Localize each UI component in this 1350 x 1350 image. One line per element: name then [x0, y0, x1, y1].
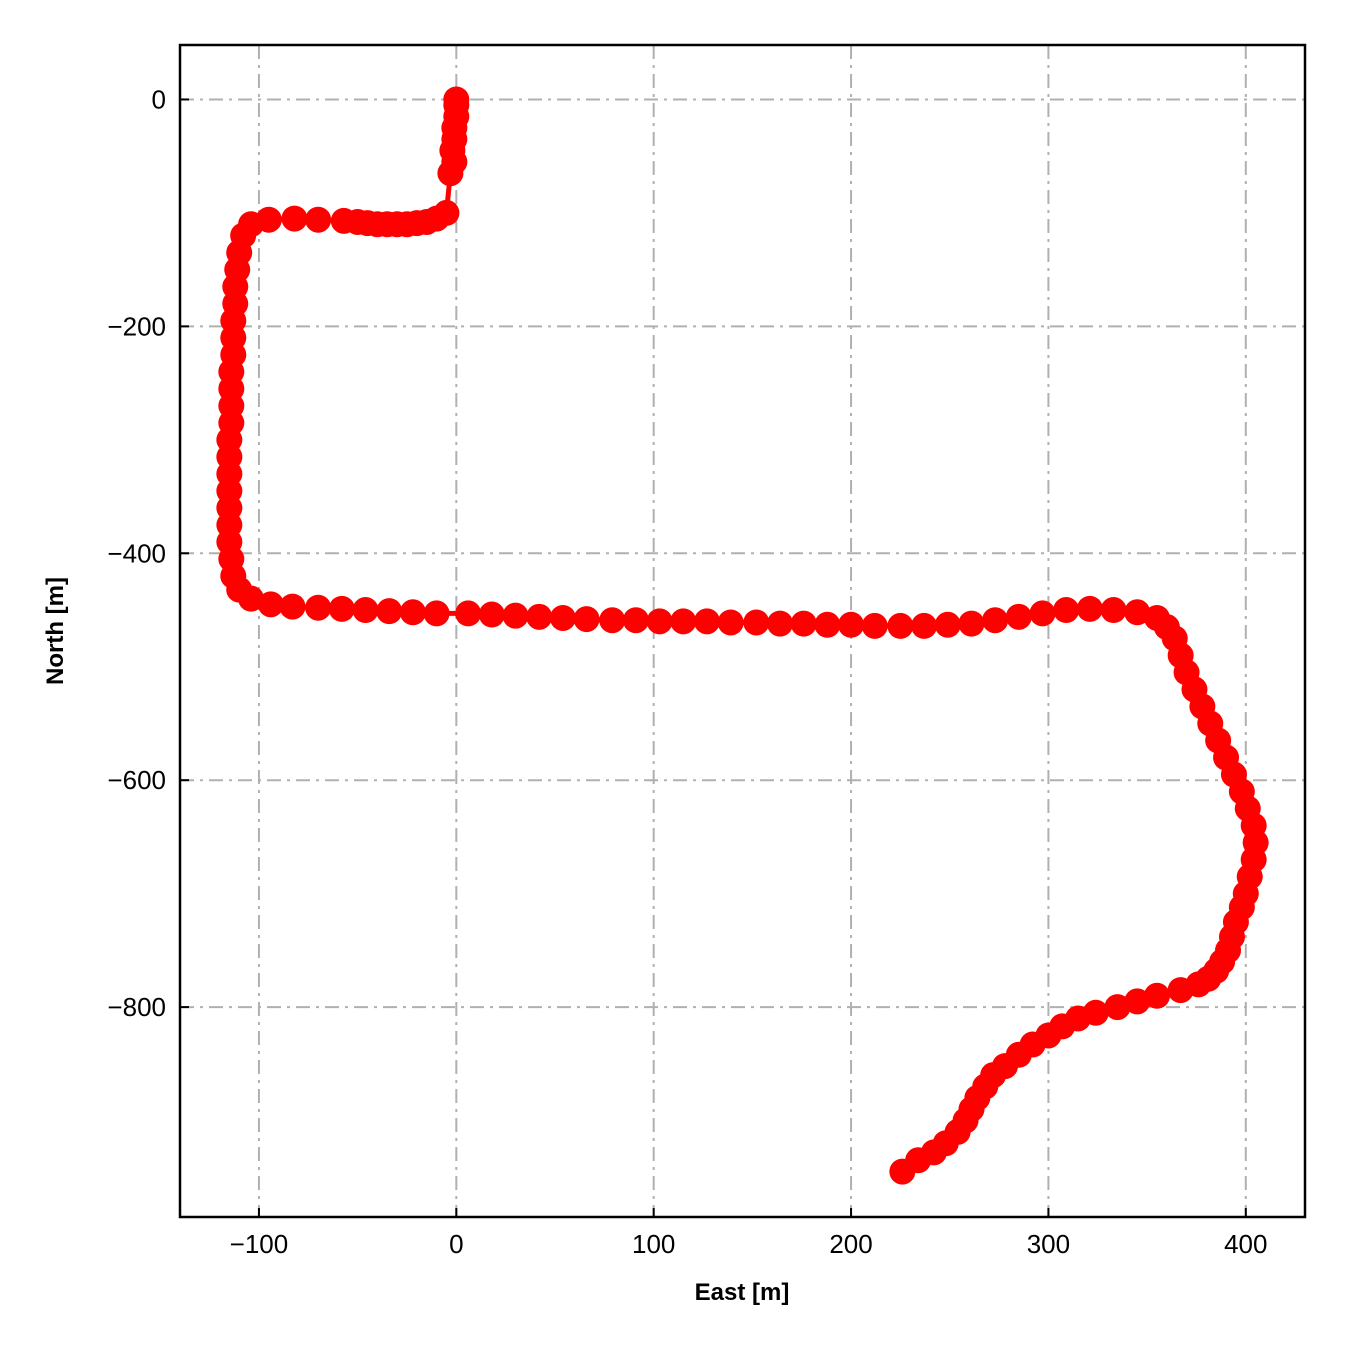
data-point — [670, 608, 697, 635]
data-point — [305, 206, 332, 233]
data-point — [1167, 977, 1194, 1004]
data-point — [790, 610, 817, 637]
data-point — [1076, 595, 1103, 622]
data-point — [599, 607, 626, 634]
data-point — [238, 585, 265, 612]
data-point — [376, 598, 403, 625]
x-tick-label: 100 — [632, 1229, 675, 1259]
data-point — [1124, 599, 1151, 626]
data-point — [911, 612, 938, 639]
data-point — [257, 591, 284, 618]
x-axis-label: East [m] — [695, 1279, 790, 1306]
data-point — [1053, 597, 1080, 624]
data-point — [328, 595, 355, 622]
data-point — [455, 600, 482, 627]
x-tick-label: 200 — [829, 1229, 872, 1259]
data-point — [814, 611, 841, 638]
data-point — [693, 608, 720, 635]
plot-frame — [178, 43, 1307, 1219]
data-point — [982, 607, 1009, 634]
data-point — [502, 602, 529, 629]
y-tick-label: −800 — [107, 992, 166, 1022]
data-point — [305, 594, 332, 621]
data-point — [279, 593, 306, 620]
data-point — [861, 612, 888, 639]
y-axis-label: North [m] — [42, 577, 69, 685]
data-point — [838, 611, 865, 638]
data-point — [934, 611, 961, 638]
data-point — [352, 597, 379, 624]
tick-layer: −100 0 100 200 300 400 0 −200 −400 −600 −800 — [107, 84, 1267, 1259]
data-point — [1104, 994, 1131, 1021]
data-point — [1005, 603, 1032, 630]
x-tick-label: 400 — [1224, 1229, 1267, 1259]
data-point — [1124, 988, 1151, 1015]
data-point — [281, 205, 308, 232]
x-tick-label: 300 — [1027, 1229, 1070, 1259]
series-layer — [216, 86, 1269, 1185]
data-point — [889, 1158, 916, 1185]
data-point — [1100, 597, 1127, 624]
data-point — [437, 160, 464, 187]
x-tick-label: 0 — [449, 1229, 463, 1259]
data-point — [717, 609, 744, 636]
data-point — [958, 610, 985, 637]
y-tick-label: −200 — [107, 311, 166, 341]
data-point — [399, 599, 426, 626]
data-point — [526, 603, 553, 630]
data-point — [646, 608, 673, 635]
data-point — [423, 600, 450, 627]
data-point — [743, 609, 770, 636]
data-point — [1029, 600, 1056, 627]
data-point — [622, 607, 649, 634]
data-point — [573, 606, 600, 633]
data-point — [887, 612, 914, 639]
data-point — [549, 604, 576, 631]
data-point — [330, 207, 357, 234]
data-point — [478, 601, 505, 628]
y-tick-label: 0 — [152, 84, 166, 114]
y-tick-label: −400 — [107, 538, 166, 568]
data-point — [767, 610, 793, 637]
y-tick-label: −600 — [107, 765, 166, 795]
data-point — [1143, 982, 1170, 1009]
x-tick-label: −100 — [230, 1229, 289, 1259]
